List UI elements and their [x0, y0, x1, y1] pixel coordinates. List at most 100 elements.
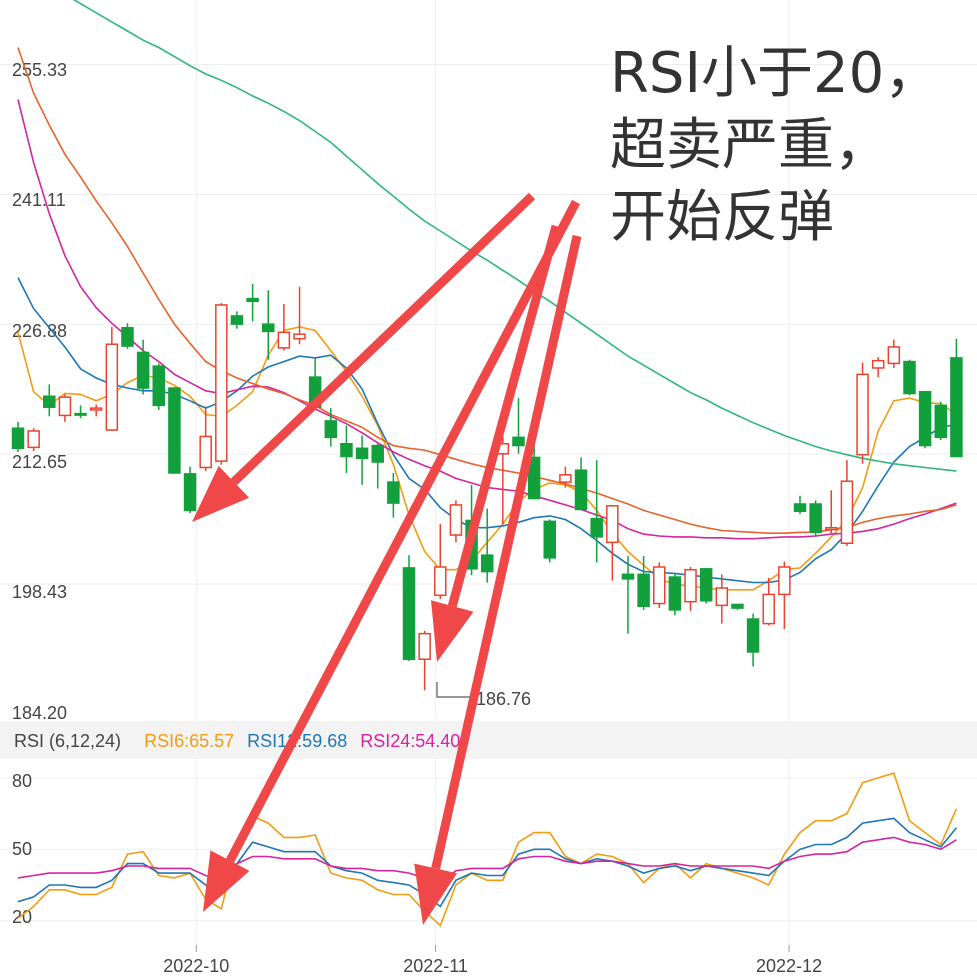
candle-body	[261, 323, 275, 333]
annotation-line: RSI小于20，	[610, 41, 940, 106]
candle	[668, 573, 682, 616]
candle	[74, 405, 87, 419]
candle-body	[449, 504, 463, 536]
candle-body	[527, 456, 541, 500]
annotation-text: RSI小于20， 超卖严重， 开始反弹	[610, 41, 940, 250]
candle-body	[277, 331, 291, 349]
annotation-line: 超卖严重，	[610, 113, 890, 178]
candle-body	[621, 573, 635, 580]
candle-body	[74, 412, 87, 416]
candle-body	[731, 603, 744, 609]
candle	[168, 387, 181, 474]
arrow-shaft	[226, 199, 580, 863]
candle	[261, 290, 275, 360]
candle-body	[856, 373, 869, 456]
price-tick-label: 241.11	[12, 190, 66, 210]
moving-average-line	[72, 0, 957, 472]
price-tick-label: 184.20	[12, 703, 67, 723]
candle	[480, 508, 494, 583]
candle	[746, 613, 760, 667]
candle-body	[199, 435, 212, 469]
price-axis: 255.33 241.11 226.88 212.65 198.43 184.2…	[12, 60, 67, 723]
candle-body	[590, 517, 603, 538]
candle	[230, 311, 244, 329]
candle-body	[778, 566, 791, 596]
arrow-head	[192, 466, 250, 522]
candle-body	[793, 503, 807, 513]
rsi-line-rsi12	[17, 817, 958, 908]
arrow-head	[431, 600, 474, 662]
candle-body	[215, 304, 228, 462]
candle-body	[668, 576, 682, 611]
candle-body	[121, 327, 134, 347]
min-price-label: 186.76	[476, 689, 531, 709]
candle-body	[27, 430, 40, 449]
candle-body	[840, 480, 854, 545]
candle	[324, 408, 338, 447]
candle	[918, 390, 932, 449]
candle-body	[434, 566, 447, 597]
candle-body	[903, 360, 916, 395]
candlestick-series	[11, 283, 963, 691]
candle-body	[43, 395, 56, 408]
candle	[371, 443, 384, 489]
candle	[355, 435, 369, 485]
rsi-line-rsi24	[17, 836, 957, 884]
rsi-tick-label: 50	[12, 839, 32, 859]
candle	[527, 440, 541, 500]
candle	[840, 460, 854, 546]
grid-lines	[0, 0, 977, 945]
candle	[152, 363, 166, 410]
candle	[121, 323, 134, 349]
candle	[606, 505, 619, 581]
candle	[637, 556, 650, 610]
price-tick-label: 226.88	[12, 321, 67, 341]
date-tick-label: 2022-12	[756, 956, 822, 976]
candle-body	[918, 390, 932, 447]
candle-body	[512, 436, 525, 447]
candle	[715, 574, 729, 624]
date-tick-label: 2022-11	[403, 956, 468, 976]
candle	[183, 466, 197, 514]
candle	[934, 401, 948, 441]
candle	[887, 339, 901, 368]
rsi-header-band	[0, 721, 977, 759]
candle-body	[168, 387, 181, 474]
candle-body	[183, 473, 197, 512]
candle-body	[355, 447, 369, 460]
candle-body	[606, 505, 619, 544]
candle-body	[340, 442, 353, 458]
candle	[559, 466, 572, 488]
rsi-axis: 80 50 20	[12, 771, 32, 927]
candle	[652, 562, 666, 609]
candle	[215, 303, 228, 465]
candle	[762, 577, 775, 626]
candle	[574, 457, 588, 511]
candle	[903, 359, 916, 396]
arrow-head	[203, 850, 250, 912]
candle-body	[684, 568, 697, 603]
candle	[105, 326, 119, 431]
rsi-line-rsi6	[17, 772, 958, 927]
candle-body	[934, 404, 948, 439]
annotation-arrows	[192, 192, 582, 925]
candle-body	[762, 593, 775, 625]
candle-body	[825, 526, 838, 531]
annotation-arrow	[431, 224, 561, 662]
candle	[277, 304, 291, 351]
candle	[778, 561, 791, 630]
rsi-lines	[17, 772, 958, 927]
candle	[136, 339, 150, 395]
candle	[246, 283, 259, 322]
candle	[199, 406, 212, 472]
candle-body	[105, 343, 119, 431]
candle-body	[246, 297, 259, 303]
candle	[27, 428, 40, 452]
arrow-shaft	[230, 192, 536, 486]
candle	[621, 556, 635, 634]
candle-body	[699, 568, 713, 602]
candle	[684, 567, 697, 611]
candle	[11, 421, 25, 452]
candle-body	[637, 573, 650, 608]
price-tick-label: 255.33	[12, 60, 67, 80]
